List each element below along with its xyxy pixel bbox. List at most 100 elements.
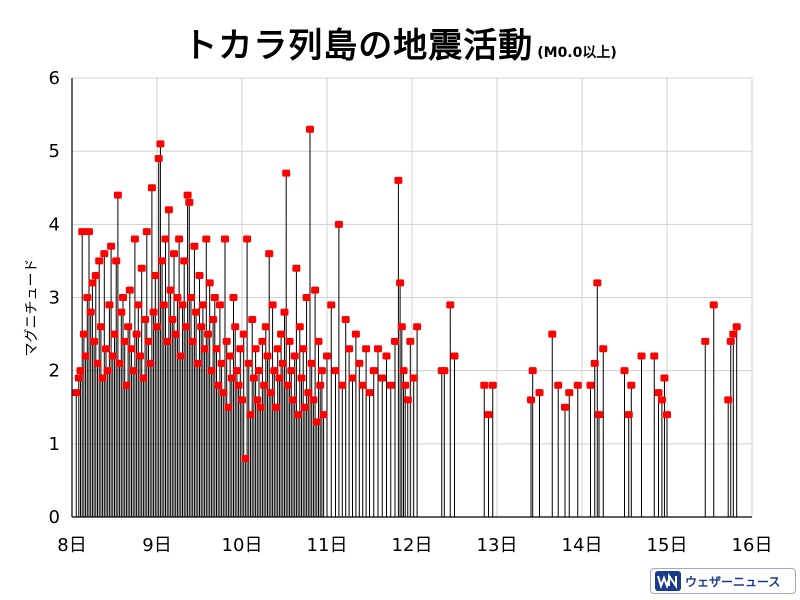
data-point bbox=[573, 381, 582, 389]
data-point bbox=[355, 359, 364, 367]
data-point bbox=[110, 330, 119, 338]
data-point bbox=[120, 337, 129, 345]
data-point bbox=[334, 220, 343, 228]
data-point bbox=[654, 389, 663, 397]
data-point bbox=[399, 367, 408, 375]
data-point bbox=[96, 323, 105, 331]
data-point bbox=[130, 235, 139, 243]
data-point bbox=[251, 345, 260, 353]
data-point bbox=[270, 367, 279, 375]
data-point bbox=[146, 359, 155, 367]
data-point bbox=[161, 235, 170, 243]
y-tick-label: 1 bbox=[49, 434, 60, 455]
data-point bbox=[79, 330, 88, 338]
data-point bbox=[156, 140, 165, 148]
data-point bbox=[100, 250, 109, 258]
data-point bbox=[151, 272, 160, 280]
data-point bbox=[258, 337, 267, 345]
y-tick-label: 4 bbox=[49, 214, 60, 235]
data-point bbox=[193, 359, 202, 367]
data-point bbox=[108, 352, 117, 360]
data-point bbox=[312, 418, 321, 426]
data-point bbox=[159, 301, 168, 309]
data-point bbox=[565, 389, 574, 397]
data-point bbox=[391, 337, 399, 345]
data-point bbox=[297, 374, 306, 382]
data-point bbox=[527, 396, 535, 404]
data-point bbox=[277, 330, 286, 338]
data-point bbox=[403, 396, 412, 404]
data-point bbox=[180, 257, 189, 265]
data-point bbox=[406, 337, 415, 345]
data-point bbox=[620, 367, 629, 375]
data-point bbox=[81, 352, 90, 360]
data-point bbox=[127, 345, 136, 353]
data-point bbox=[382, 352, 391, 360]
data-point bbox=[294, 411, 303, 419]
data-point bbox=[311, 286, 320, 294]
data-point bbox=[72, 389, 81, 397]
data-point bbox=[450, 352, 459, 360]
data-point bbox=[351, 330, 360, 338]
data-point bbox=[248, 315, 257, 323]
data-point bbox=[317, 367, 326, 375]
data-point bbox=[345, 345, 354, 353]
x-tick-label: 12日 bbox=[392, 535, 433, 556]
x-tick-label: 16日 bbox=[732, 535, 773, 556]
data-point bbox=[217, 359, 226, 367]
data-point bbox=[105, 301, 114, 309]
data-point bbox=[316, 381, 325, 389]
data-point bbox=[243, 235, 252, 243]
data-point bbox=[595, 411, 603, 419]
data-point bbox=[207, 367, 216, 375]
data-point bbox=[338, 381, 347, 389]
data-point bbox=[255, 367, 263, 375]
data-point bbox=[137, 264, 146, 272]
data-point bbox=[166, 286, 175, 294]
data-point bbox=[701, 337, 710, 345]
data-point bbox=[168, 315, 177, 323]
data-point bbox=[266, 389, 275, 397]
data-point bbox=[358, 381, 367, 389]
y-axis-label: マグニチュード bbox=[24, 259, 40, 357]
x-tick-label: 10日 bbox=[222, 535, 263, 556]
data-point bbox=[91, 272, 100, 280]
data-point bbox=[124, 323, 133, 331]
data-point bbox=[90, 337, 99, 345]
data-point bbox=[103, 367, 112, 375]
data-point bbox=[210, 294, 219, 301]
stem-lines bbox=[75, 129, 738, 517]
data-point bbox=[76, 367, 85, 375]
data-point bbox=[261, 323, 270, 331]
data-point bbox=[153, 323, 161, 331]
data-point bbox=[292, 264, 301, 272]
data-point bbox=[112, 257, 121, 265]
data-point bbox=[283, 381, 292, 389]
data-point bbox=[178, 301, 187, 309]
data-point bbox=[275, 374, 284, 382]
data-point bbox=[215, 301, 224, 309]
data-point bbox=[327, 301, 336, 309]
data-point bbox=[185, 198, 194, 206]
data-point bbox=[394, 176, 403, 184]
data-point bbox=[637, 352, 646, 360]
data-point bbox=[341, 315, 350, 323]
data-point bbox=[147, 184, 156, 192]
data-point bbox=[224, 403, 233, 411]
data-point bbox=[129, 367, 138, 375]
chart-subtitle: (M0.0以上) bbox=[537, 45, 617, 61]
data-point bbox=[282, 169, 291, 177]
data-point bbox=[170, 250, 178, 258]
data-point bbox=[554, 381, 563, 389]
data-point bbox=[295, 323, 304, 331]
data-point bbox=[144, 337, 153, 345]
data-point bbox=[141, 315, 150, 323]
data-point bbox=[158, 257, 167, 265]
data-point bbox=[413, 323, 422, 331]
y-tick-label: 2 bbox=[49, 361, 60, 382]
data-point bbox=[650, 352, 659, 360]
data-point bbox=[238, 396, 246, 404]
brand-name: ウェザーニュース bbox=[685, 574, 781, 589]
data-point bbox=[154, 154, 163, 162]
